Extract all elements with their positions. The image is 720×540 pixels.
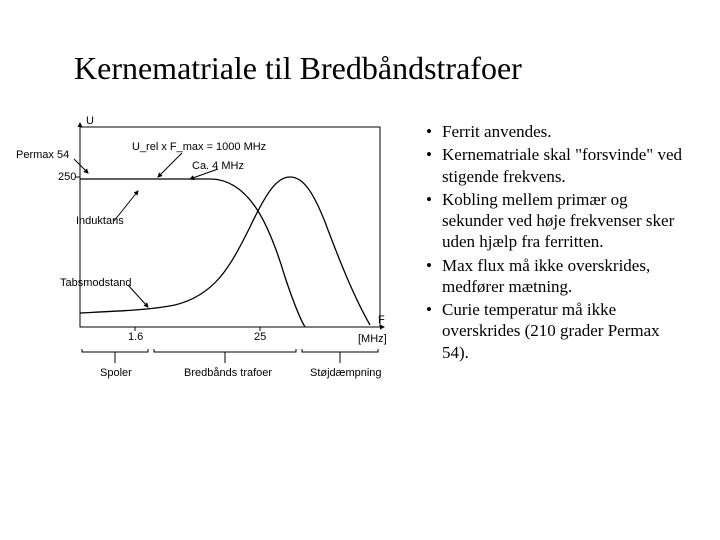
label-induktans: Induktans xyxy=(76,215,124,227)
bullet-item: Kobling mellem primær og sekunder ved hø… xyxy=(420,189,690,253)
label-tabsmodstand: Tabsmodstand xyxy=(60,277,132,289)
bullet-item: Curie temperatur må ikke overskrides (21… xyxy=(420,299,690,363)
label-bredbands: Bredbånds trafoer xyxy=(184,367,272,379)
x-unit-label: [MHz] xyxy=(358,333,387,345)
chart-svg: F xyxy=(20,117,410,397)
svg-text:F: F xyxy=(378,314,385,326)
x-tick-1: 1.6 xyxy=(128,331,143,343)
bullet-item: Ferrit anvendes. xyxy=(420,121,690,142)
bullet-item: Max flux må ikke overskrides, medfører m… xyxy=(420,255,690,298)
x-tick-2: 25 xyxy=(254,331,266,343)
bullet-list: Ferrit anvendes. Kernematriale skal "for… xyxy=(410,117,690,397)
y-axis-label: U xyxy=(86,115,94,127)
page-title: Kernematriale til Bredbåndstrafoer xyxy=(0,0,720,87)
label-stojdaempning: Støjdæmpning xyxy=(310,367,382,379)
label-urel: U_rel x F_max = 1000 MHz xyxy=(132,141,266,153)
label-spoler: Spoler xyxy=(100,367,132,379)
y-tick-250: 250 xyxy=(58,171,76,183)
chart: F U 250 [MHz] 1.6 25 Permax 54 Induktans… xyxy=(20,117,410,397)
content-row: F U 250 [MHz] 1.6 25 Permax 54 Induktans… xyxy=(0,87,720,397)
label-permax: Permax 54 xyxy=(16,149,69,161)
bullet-item: Kernematriale skal "forsvinde" ved stige… xyxy=(420,144,690,187)
label-ca4mhz: Ca. 4 MHz xyxy=(192,160,244,172)
